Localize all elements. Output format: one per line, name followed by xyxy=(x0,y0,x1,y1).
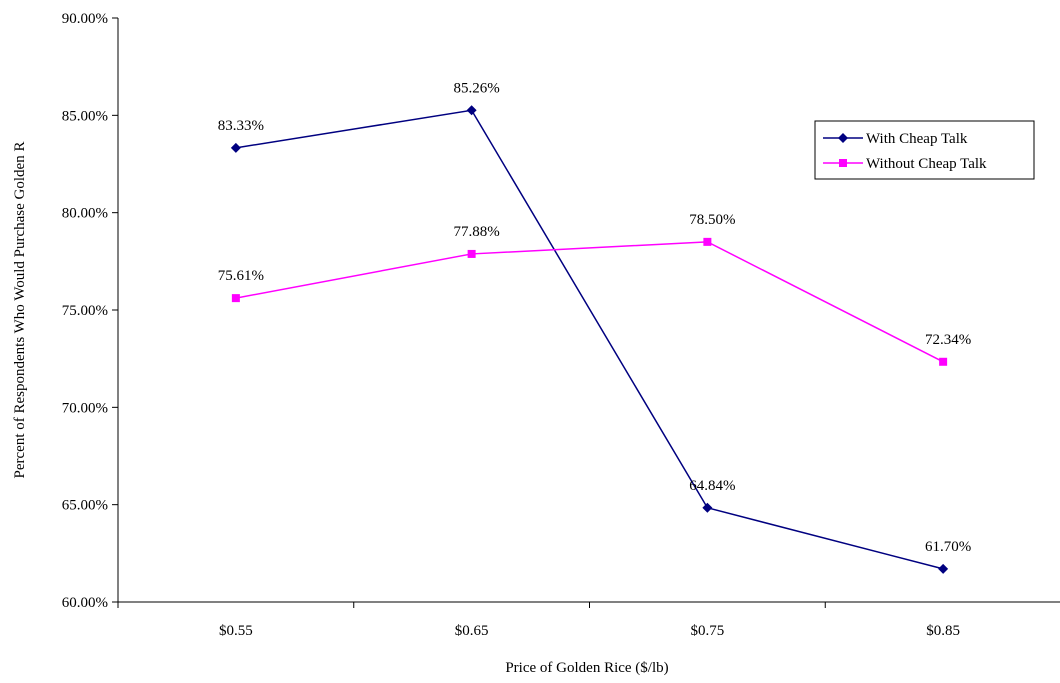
series xyxy=(230,105,949,574)
data-label-with-cheap-talk: 85.26% xyxy=(454,80,500,96)
legend-marker-with-cheap-talk xyxy=(838,133,848,143)
series-line-without-cheap-talk xyxy=(235,241,944,363)
legend-label-with-cheap-talk: With Cheap Talk xyxy=(866,131,968,147)
legend-marker-without-cheap-talk xyxy=(839,159,847,167)
y-axis-title: Percent of Respondents Who Would Purchas… xyxy=(12,142,28,479)
x-tick-labels: $0.55 $0.65 $0.75 $0.85 xyxy=(219,623,960,639)
x-tick-label: $0.55 xyxy=(219,623,253,639)
y-tick-label: 80.00% xyxy=(62,206,108,222)
x-axis-title: Price of Golden Rice ($/lb) xyxy=(505,660,668,676)
y-tick-label: 70.00% xyxy=(62,400,108,416)
data-point-without-cheap-talk xyxy=(467,249,476,258)
data-labels: 83.33% 85.26% 64.84% 61.70% 75.61% 77.88% 78.5… xyxy=(218,80,972,555)
y-tick-label: 85.00% xyxy=(62,108,108,124)
data-point-with-cheap-talk xyxy=(466,105,477,116)
y-tick-label: 90.00% xyxy=(62,11,108,27)
y-tick-label: 65.00% xyxy=(62,498,108,514)
data-label-with-cheap-talk: 61.70% xyxy=(925,539,971,555)
data-label-with-cheap-talk: 64.84% xyxy=(689,478,735,494)
data-point-without-cheap-talk xyxy=(939,357,948,366)
x-tick-label: $0.65 xyxy=(455,623,489,639)
data-label-without-cheap-talk: 77.88% xyxy=(454,224,500,240)
data-point-without-cheap-talk xyxy=(231,294,240,303)
x-tick-label: $0.75 xyxy=(691,623,725,639)
y-tick-label: 60.00% xyxy=(62,595,108,611)
data-point-without-cheap-talk xyxy=(703,237,712,246)
series-line-with-cheap-talk xyxy=(235,109,944,570)
y-tick-label: 75.00% xyxy=(62,303,108,319)
legend-box xyxy=(814,120,1035,180)
data-label-without-cheap-talk: 72.34% xyxy=(925,332,971,348)
axes xyxy=(112,17,1060,608)
data-point-with-cheap-talk xyxy=(702,502,713,513)
y-tick-labels: 60.00% 65.00% 70.00% 75.00% 80.00% 85.00% 90.0… xyxy=(62,11,108,611)
data-point-with-cheap-talk xyxy=(938,563,949,574)
data-label-without-cheap-talk: 75.61% xyxy=(218,268,264,284)
data-label-with-cheap-talk: 83.33% xyxy=(218,118,264,134)
data-point-with-cheap-talk xyxy=(230,142,241,153)
x-tick-label: $0.85 xyxy=(926,623,960,639)
data-label-without-cheap-talk: 78.50% xyxy=(689,212,735,228)
legend-label-without-cheap-talk: Without Cheap Talk xyxy=(866,156,987,172)
legend: With Cheap Talk Without Cheap Talk xyxy=(814,120,1035,180)
